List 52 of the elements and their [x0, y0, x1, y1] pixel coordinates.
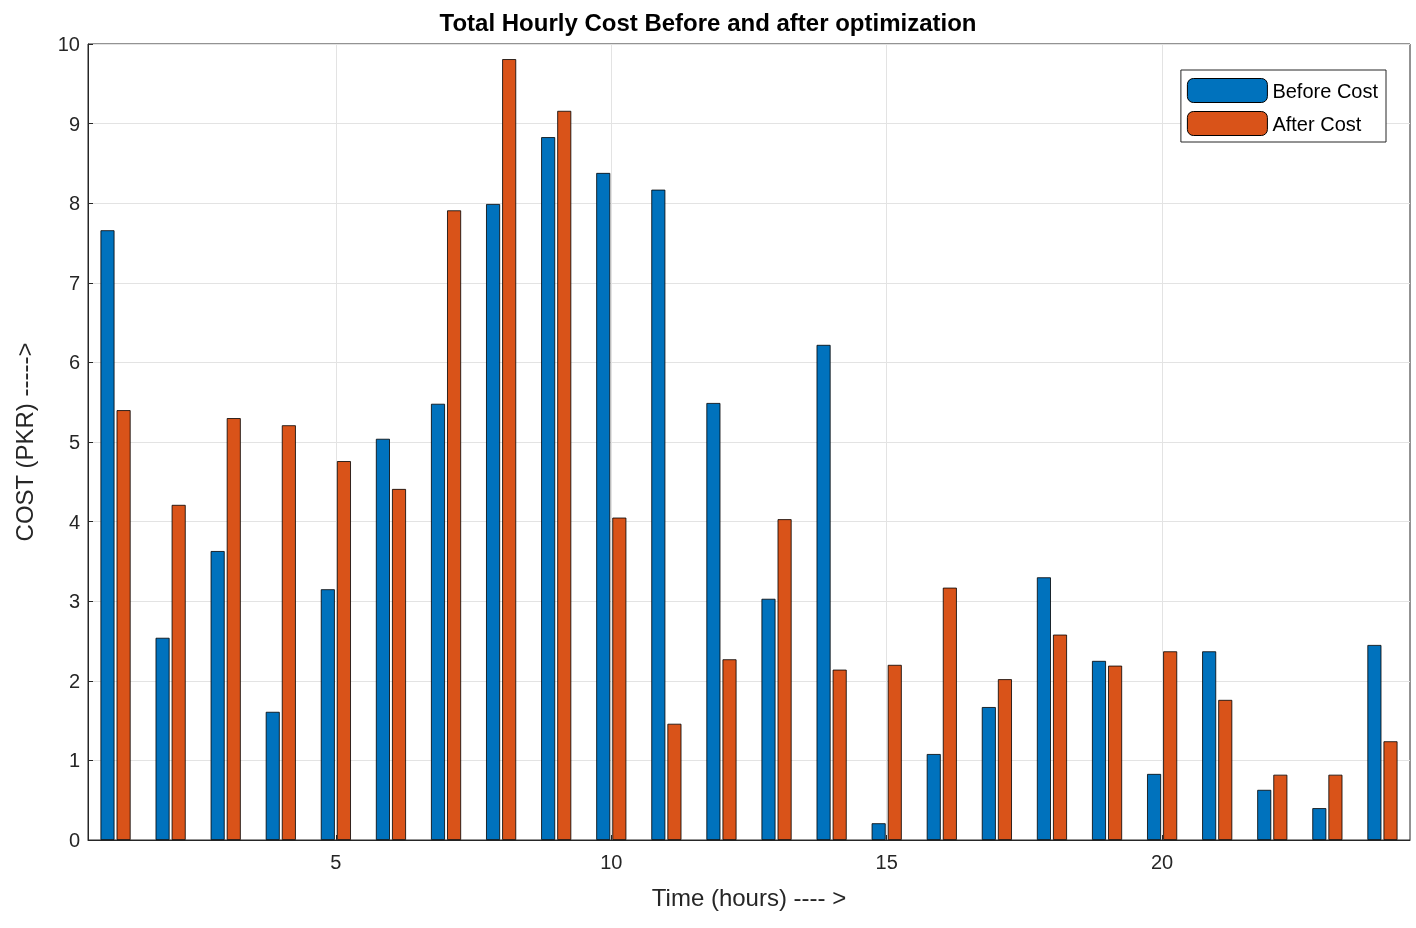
- bar: [1163, 651, 1178, 840]
- bar: [320, 589, 335, 840]
- bar: [871, 823, 886, 840]
- x-tick-label: 10: [600, 851, 623, 873]
- bar: [1147, 773, 1162, 840]
- y-tick-label: 8: [68, 192, 80, 215]
- bar: [557, 110, 572, 840]
- y-tick-label: 10: [57, 33, 80, 55]
- bar: [612, 517, 627, 840]
- y-tick-label: 4: [68, 510, 80, 533]
- bar: [596, 172, 611, 840]
- bar: [1218, 699, 1233, 840]
- bar: [997, 679, 1012, 840]
- x-tick-label: 15: [875, 851, 898, 873]
- bar: [981, 707, 996, 840]
- y-tick-label: 6: [68, 351, 80, 374]
- y-tick-label: 5: [68, 431, 80, 453]
- bar: [541, 137, 556, 840]
- bar: [226, 418, 241, 840]
- bar: [392, 488, 407, 840]
- bar: [942, 587, 957, 840]
- bar: [486, 204, 501, 840]
- bar: [1053, 634, 1068, 840]
- bar: [210, 551, 225, 840]
- y-tick-label: 1: [68, 749, 80, 772]
- bar: [336, 461, 351, 840]
- chart-title: Total Hourly Cost Before and after optimization: [439, 8, 977, 36]
- bar: [375, 438, 390, 840]
- bar: [1273, 774, 1288, 840]
- bar: [1091, 660, 1106, 840]
- legend-label: After Cost: [1272, 112, 1362, 135]
- bar: [926, 754, 941, 840]
- bar: [502, 59, 517, 840]
- y-tick-label: 9: [68, 112, 80, 135]
- bar: [1202, 651, 1217, 840]
- bar: [265, 711, 280, 840]
- bar: [430, 403, 445, 840]
- y-tick-label: 2: [68, 669, 80, 692]
- bar: [447, 210, 462, 840]
- y-tick-label: 7: [68, 271, 80, 294]
- x-tick-label: 5: [330, 851, 342, 873]
- x-tick-label: 20: [1151, 851, 1174, 873]
- legend-label: Before Cost: [1272, 79, 1379, 102]
- y-tick-label: 3: [68, 590, 80, 613]
- y-axis-title: COST (PKR) ----->: [10, 342, 38, 542]
- bar: [281, 425, 296, 840]
- x-axis-title: Time (hours) ---- >: [651, 883, 847, 911]
- bar: [1108, 665, 1123, 840]
- bar: [1036, 577, 1051, 840]
- bar: [1257, 789, 1272, 840]
- bar: [887, 664, 902, 840]
- y-tick-label: 0: [68, 829, 80, 851]
